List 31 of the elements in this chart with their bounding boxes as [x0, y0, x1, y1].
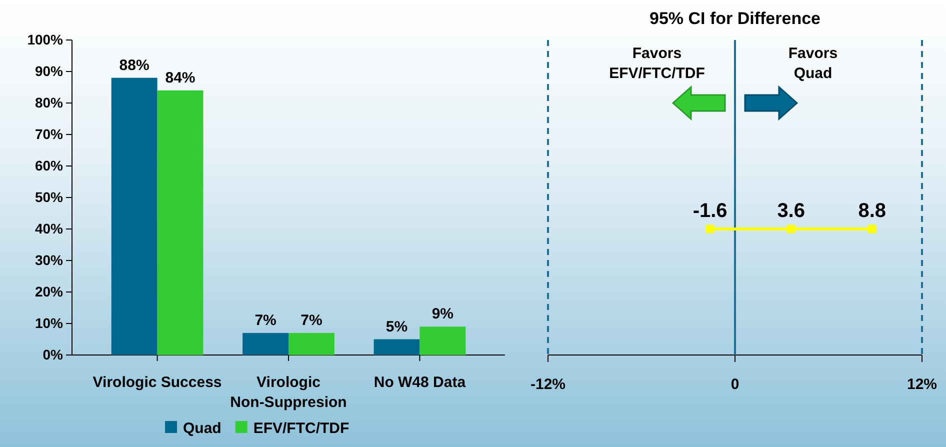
y-tick-label: 10%: [34, 314, 64, 331]
text: 7%: [254, 312, 276, 329]
annotation: 3.6: [777, 200, 806, 222]
annotation: 8.8: [858, 200, 886, 222]
text: 7%: [300, 312, 322, 329]
x-tick-label: Virologic Success: [92, 374, 222, 391]
legend-label: Quad: [183, 420, 222, 437]
y-tick-label: 70%: [34, 126, 64, 142]
text: 88%: [119, 56, 150, 74]
x-tick-label: 12%: [906, 376, 938, 393]
y-tick-label: 60%: [34, 157, 64, 174]
chart-title: 95% CI for Difference: [650, 9, 820, 28]
y-tick-label: 20%: [34, 283, 64, 300]
y-tick-label: 80%: [34, 94, 64, 110]
text: 84%: [165, 69, 196, 86]
annotation: Favors Quad: [788, 45, 838, 82]
text: 5%: [386, 318, 408, 336]
x-tick-label: -12%: [530, 376, 566, 393]
annotation: -1.6: [692, 200, 728, 222]
x-tick-label: Virologic Non-Suppresion: [230, 374, 347, 411]
y-tick-label: 90%: [34, 62, 64, 79]
y-tick-label: 50%: [34, 188, 64, 205]
x-tick-label: No W48 Data: [374, 374, 466, 391]
legend-label: EFV/FTC/TDF: [253, 420, 350, 437]
y-tick-label: 40%: [34, 220, 64, 236]
text: 9%: [432, 306, 454, 323]
y-tick-label: 30%: [34, 252, 64, 268]
y-tick-label: 100%: [27, 31, 64, 48]
x-tick-label: 0: [730, 376, 740, 393]
annotation: Favors EFV/FTC/TDF: [609, 45, 705, 82]
y-tick-label: 0%: [42, 346, 64, 362]
